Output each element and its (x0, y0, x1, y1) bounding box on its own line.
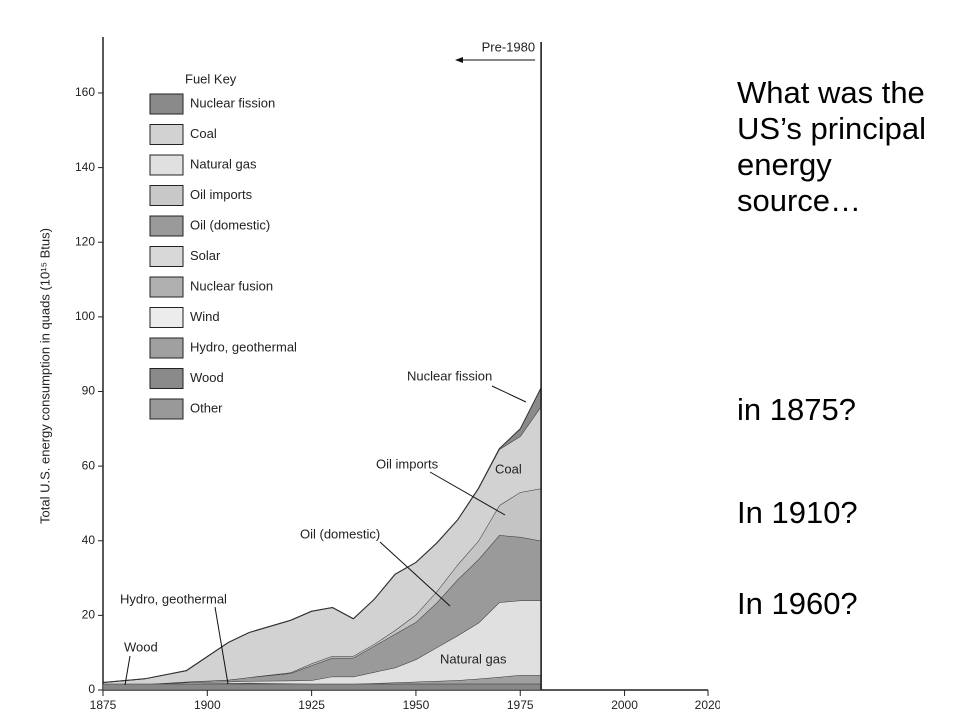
y-tick-label: 90 (82, 384, 96, 398)
legend-label: Oil imports (190, 187, 253, 202)
legend-swatch (149, 124, 184, 145)
x-tick-label: 1950 (403, 698, 430, 712)
x-tick-label: 2020 (695, 698, 720, 712)
legend-swatch (149, 154, 184, 176)
legend-label: Wood (190, 370, 224, 385)
legend-label: Coal (190, 126, 217, 141)
legend-swatch (149, 398, 184, 420)
legend-swatch (149, 276, 184, 298)
legend-label: Natural gas (190, 156, 257, 171)
legend-swatch (149, 368, 184, 389)
legend-swatch (149, 185, 184, 206)
area-fill (103, 535, 542, 685)
legend-title: Fuel Key (185, 71, 237, 86)
arrow-head (455, 57, 463, 63)
y-tick-label: 20 (82, 608, 96, 622)
x-tick-label: 1875 (90, 698, 117, 712)
leader-line (124, 655, 131, 686)
x-tick-label: 1925 (298, 698, 325, 712)
area-fill (103, 406, 542, 685)
y-tick-label: 120 (75, 234, 95, 248)
question-item: In 1910? (737, 495, 858, 530)
legend-swatch (149, 307, 184, 328)
legend-label: Nuclear fission (190, 95, 275, 110)
legend-label: Wind (190, 309, 220, 324)
y-tick-label: 40 (82, 533, 96, 547)
legend-label: Oil (domestic) (190, 217, 270, 232)
legend-swatch (149, 246, 184, 267)
area-label: Nuclear fission (407, 368, 492, 383)
area-label: Natural gas (440, 651, 507, 666)
legend-label: Nuclear fusion (190, 278, 273, 293)
legend-label: Solar (190, 248, 221, 263)
question-item: In 1960? (737, 586, 858, 621)
area-label: Oil imports (376, 456, 439, 471)
legend-swatch (149, 215, 184, 237)
y-tick-label: 0 (88, 682, 95, 696)
leader-line (491, 385, 527, 403)
x-tick-label: 1900 (194, 698, 221, 712)
annotation: Pre-1980 (482, 39, 535, 54)
area-fill (103, 600, 542, 685)
y-axis-label: Total U.S. energy consumption in quads (… (37, 228, 52, 524)
area-label: Wood (124, 639, 158, 654)
legend-label: Hydro, geothermal (190, 339, 297, 354)
y-tick-label: 140 (75, 160, 95, 174)
area-edge (102, 387, 542, 684)
y-tick-label: 160 (75, 85, 95, 99)
legend-swatch (149, 93, 184, 115)
question: What was the US’s principal energy sourc… (737, 75, 926, 218)
y-tick-label: 60 (82, 458, 96, 472)
question-item: in 1875? (737, 392, 856, 427)
y-tick-label: 100 (75, 309, 95, 323)
leader-line (429, 471, 506, 516)
legend-label: Other (190, 400, 223, 415)
leader-line (379, 541, 451, 607)
x-tick-label: 1975 (507, 698, 534, 712)
area-label: Oil (domestic) (300, 526, 380, 541)
leader-line (214, 606, 229, 685)
x-axis-band (102, 683, 542, 691)
legend-swatch (149, 337, 184, 359)
area-label: Hydro, geothermal (120, 591, 227, 606)
x-tick-label: 2000 (611, 698, 638, 712)
area-label: Coal (495, 461, 522, 476)
chart: Total U.S. energy consumption in quads (… (37, 37, 720, 712)
